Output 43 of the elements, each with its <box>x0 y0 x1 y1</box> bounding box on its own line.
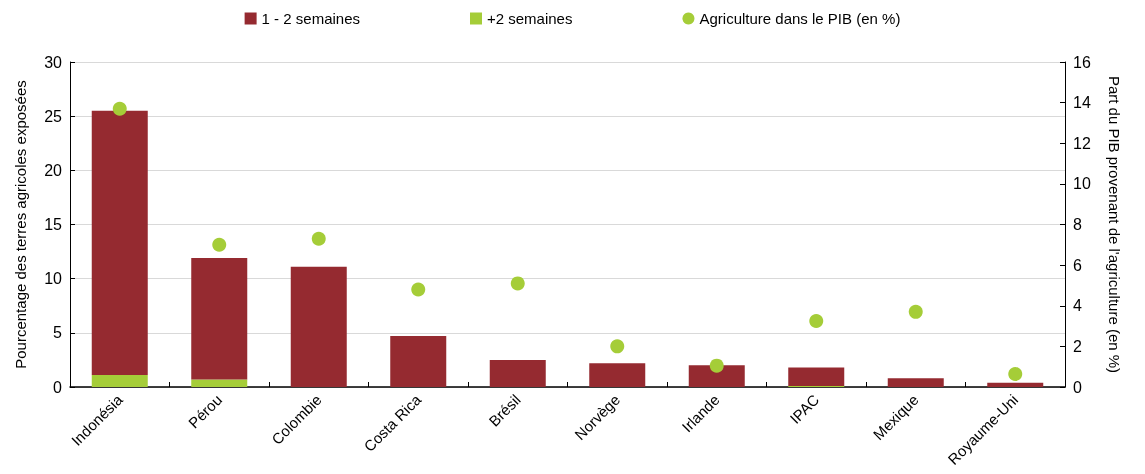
point <box>610 339 625 354</box>
y2-tick-label: 16 <box>1073 53 1091 71</box>
point <box>212 237 227 252</box>
point <box>908 304 923 319</box>
bar <box>887 378 944 387</box>
y2-tick-label: 2 <box>1073 337 1082 355</box>
y-tick-label: 25 <box>44 107 63 125</box>
y2-tick-label: 6 <box>1073 256 1082 274</box>
y2-tick-label: 8 <box>1073 216 1082 233</box>
y-tick-label: 10 <box>44 270 63 288</box>
y-tick-label: 5 <box>53 324 63 342</box>
bar <box>91 110 148 376</box>
y-axis-title: Pourcentage des terres agricoles exposées <box>12 80 29 369</box>
y-tick-label: 20 <box>44 161 63 179</box>
y2-tick-label: 14 <box>1073 94 1091 112</box>
bar <box>489 359 546 387</box>
y-tick-label: 15 <box>44 216 63 233</box>
y2-tick-label: 4 <box>1073 297 1082 315</box>
y2-axis-title: Part du PIB provenant de l'agriculture (en %) <box>1106 75 1123 374</box>
y2-tick-label: 12 <box>1073 134 1091 152</box>
bar <box>788 367 845 386</box>
bar <box>987 382 1044 387</box>
bar <box>191 258 248 380</box>
bar <box>91 375 148 387</box>
legend-label: +2 semaines <box>486 10 573 27</box>
point <box>709 358 724 373</box>
y-tick-label: 30 <box>44 53 63 71</box>
point <box>311 231 326 246</box>
bar <box>290 266 347 387</box>
y2-tick-label: 0 <box>1073 378 1082 396</box>
legend-label: Agriculture dans le PIB (en %) <box>699 10 901 27</box>
bar <box>688 365 745 387</box>
bar <box>191 379 248 387</box>
point <box>1008 367 1023 381</box>
legend-label: 1 - 2 semaines <box>261 10 361 27</box>
y2-tick-label: 10 <box>1073 175 1091 193</box>
point <box>411 282 426 297</box>
point <box>809 313 824 328</box>
bar <box>589 363 646 387</box>
point <box>510 276 525 291</box>
bar <box>390 336 447 387</box>
point <box>112 101 127 116</box>
y-tick-label: 0 <box>53 378 63 396</box>
